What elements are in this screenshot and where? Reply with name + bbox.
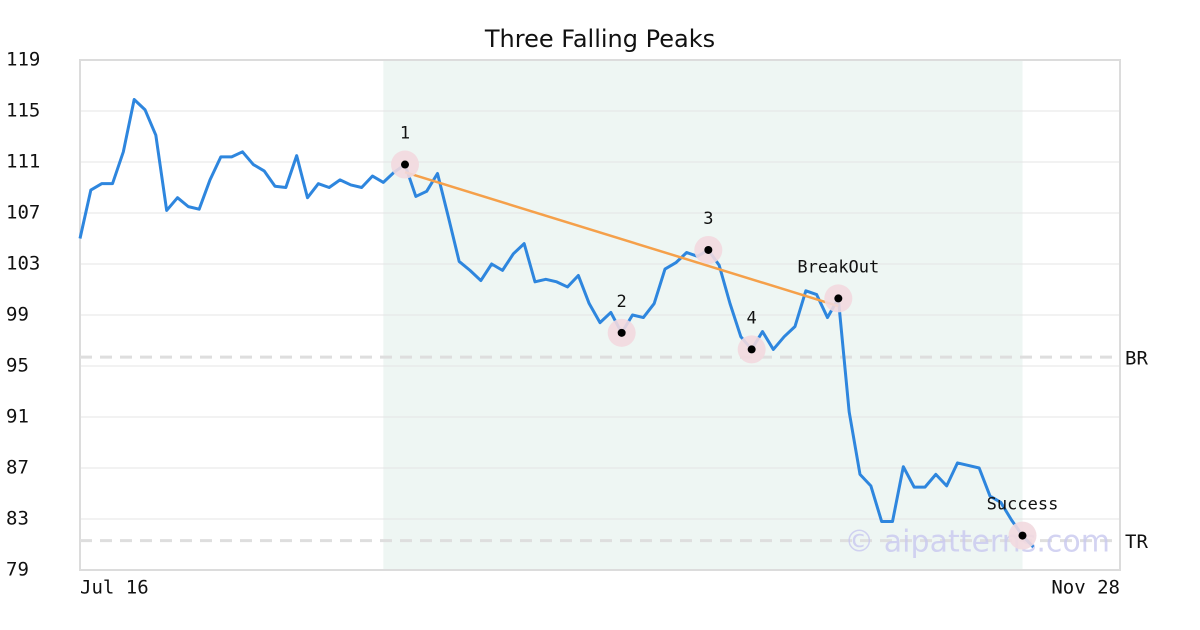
annotation-label: 3	[703, 209, 713, 229]
annotation-dot	[401, 160, 409, 169]
annotation-dot	[834, 294, 843, 303]
annotation-label: BreakOut	[797, 257, 879, 277]
chart-title: Three Falling Peaks	[484, 25, 715, 53]
trend-line	[404, 171, 839, 308]
y-tick-label: 83	[6, 508, 29, 530]
annotation-label: Success	[987, 495, 1059, 515]
annotation-dot	[747, 345, 756, 354]
watermark: © aipatterns.com	[844, 525, 1110, 560]
annotation-dot	[704, 245, 713, 254]
annotation-label: 2	[617, 292, 627, 312]
y-tick-label: 79	[6, 559, 29, 581]
y-tick-label: 87	[6, 457, 29, 479]
annotation-dot	[617, 328, 626, 337]
y-tick-label: 91	[6, 406, 29, 428]
annotation-dot	[1018, 531, 1027, 540]
y-tick-label: 111	[6, 151, 40, 173]
plot-frame	[79, 59, 1121, 571]
x-tick-label: Nov 28	[1051, 577, 1120, 599]
y-tick-label: 99	[6, 304, 29, 326]
y-tick-label: 95	[6, 355, 29, 377]
price-line	[78, 98, 1035, 549]
y-tick-label: 107	[6, 202, 40, 224]
level-label: TR	[1125, 531, 1148, 553]
x-tick-label: Jul 16	[80, 577, 149, 599]
annotation-label: 4	[747, 308, 757, 328]
annotation-label: 1	[400, 124, 410, 144]
y-tick-label: 119	[6, 49, 40, 71]
y-tick-label: 115	[6, 100, 40, 122]
y-tick-label: 103	[6, 253, 40, 275]
level-label: BR	[1125, 348, 1148, 370]
